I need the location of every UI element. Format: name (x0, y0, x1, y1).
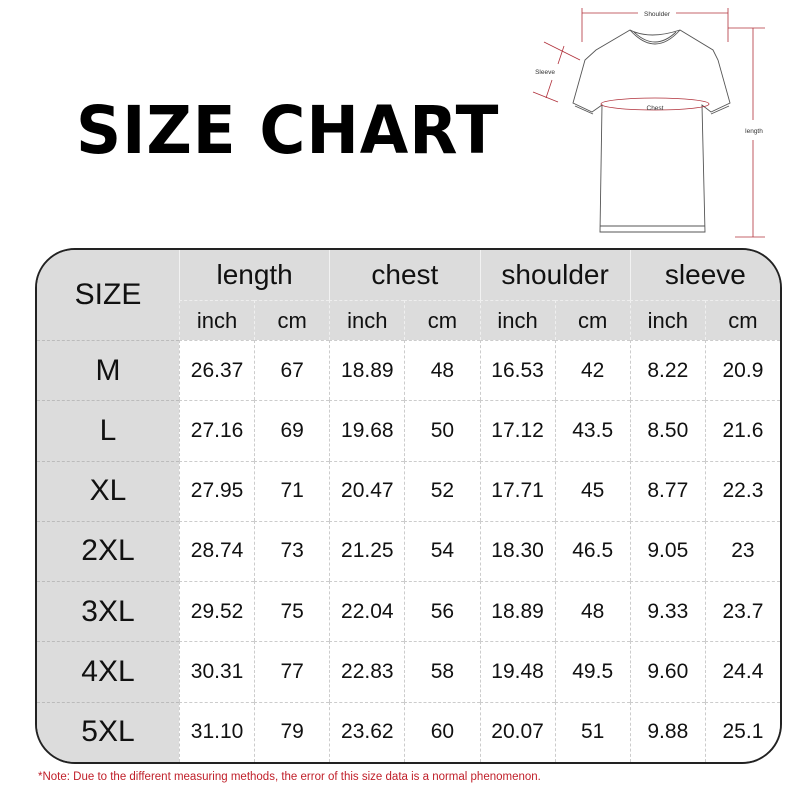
table-cell: 16.53 (479, 340, 555, 401)
page-title: SIZE CHART (76, 92, 500, 169)
table-cell: 49.5 (554, 641, 630, 702)
table-cell: 75 (254, 581, 330, 642)
unit-header-chest-cm: cm (404, 300, 480, 340)
column-group-chest: chest (329, 250, 480, 300)
unit-header-shoulder-inch: inch (479, 300, 555, 340)
table-cell: 28.74 (179, 520, 255, 582)
table-cell: 18.30 (479, 520, 555, 582)
table-cell: 56 (404, 581, 480, 642)
size-label: L (37, 400, 179, 461)
table-cell: 17.71 (479, 460, 555, 521)
size-label: 4XL (37, 641, 179, 702)
chest-label: Chest (647, 105, 664, 112)
table-cell: 27.16 (179, 400, 255, 461)
table-cell: 20.9 (704, 340, 780, 401)
table-cell: 8.77 (629, 460, 705, 521)
table-cell: 48 (554, 581, 630, 642)
tshirt-outline-icon (572, 29, 731, 233)
table-cell: 25.1 (704, 701, 780, 762)
table-cell: 23.62 (329, 701, 405, 762)
measurement-note: *Note: Due to the different measuring me… (38, 771, 541, 783)
table-cell: 31.10 (179, 701, 255, 762)
table-cell: 50 (404, 400, 480, 461)
size-label: 3XL (37, 581, 179, 642)
table-cell: 42 (554, 340, 630, 401)
shoulder-label: Shoulder (644, 11, 671, 18)
size-label: 2XL (37, 520, 179, 582)
table-cell: 18.89 (479, 581, 555, 642)
table-cell: 46.5 (554, 520, 630, 582)
table-cell: 51 (554, 701, 630, 762)
table-cell: 19.68 (329, 400, 405, 461)
size-header: SIZE (37, 250, 179, 340)
table-cell: 77 (254, 641, 330, 702)
table-cell: 43.5 (554, 400, 630, 461)
table-cell: 67 (254, 340, 330, 401)
table-cell: 18.89 (329, 340, 405, 401)
table-cell: 29.52 (179, 581, 255, 642)
unit-header-shoulder-cm: cm (554, 300, 630, 340)
table-cell: 21.25 (329, 520, 405, 582)
table-cell: 22.3 (704, 460, 780, 521)
size-table: SIZE length chest shoulder sleeve inch cm inch c… (35, 248, 782, 764)
table-cell: 9.88 (629, 701, 705, 762)
table-cell: 8.50 (629, 400, 705, 461)
table-cell: 20.07 (479, 701, 555, 762)
table-cell: 22.04 (329, 581, 405, 642)
table-cell: 22.83 (329, 641, 405, 702)
table-cell: 8.22 (629, 340, 705, 401)
table-cell: 26.37 (179, 340, 255, 401)
unit-header-chest-inch: inch (329, 300, 405, 340)
table-cell: 20.47 (329, 460, 405, 521)
unit-header-sleeve-cm: cm (704, 300, 780, 340)
column-group-length: length (179, 250, 330, 300)
table-cell: 71 (254, 460, 330, 521)
table-cell: 9.60 (629, 641, 705, 702)
column-group-shoulder: shoulder (479, 250, 630, 300)
table-cell: 21.6 (704, 400, 780, 461)
table-cell: 45 (554, 460, 630, 521)
unit-header-length-inch: inch (179, 300, 255, 340)
table-cell: 69 (254, 400, 330, 461)
table-cell: 23 (704, 520, 780, 582)
unit-header-sleeve-inch: inch (629, 300, 705, 340)
table-cell: 58 (404, 641, 480, 702)
table-cell: 9.33 (629, 581, 705, 642)
table-cell: 9.05 (629, 520, 705, 582)
size-label: XL (37, 460, 179, 521)
table-cell: 24.4 (704, 641, 780, 702)
length-label: length (745, 128, 763, 135)
table-cell: 17.12 (479, 400, 555, 461)
table-cell: 54 (404, 520, 480, 582)
table-cell: 73 (254, 520, 330, 582)
table-cell: 79 (254, 701, 330, 762)
tshirt-measurement-diagram: Shoulder Sleeve Chest length (532, 8, 765, 238)
sleeve-label: Sleeve (535, 69, 555, 76)
table-cell: 23.7 (704, 581, 780, 642)
table-cell: 19.48 (479, 641, 555, 702)
table-cell: 60 (404, 701, 480, 762)
size-label: M (37, 340, 179, 401)
column-group-sleeve: sleeve (629, 250, 780, 300)
size-label: 5XL (37, 701, 179, 762)
table-cell: 52 (404, 460, 480, 521)
table-cell: 48 (404, 340, 480, 401)
table-cell: 27.95 (179, 460, 255, 521)
table-cell: 30.31 (179, 641, 255, 702)
unit-header-length-cm: cm (254, 300, 330, 340)
